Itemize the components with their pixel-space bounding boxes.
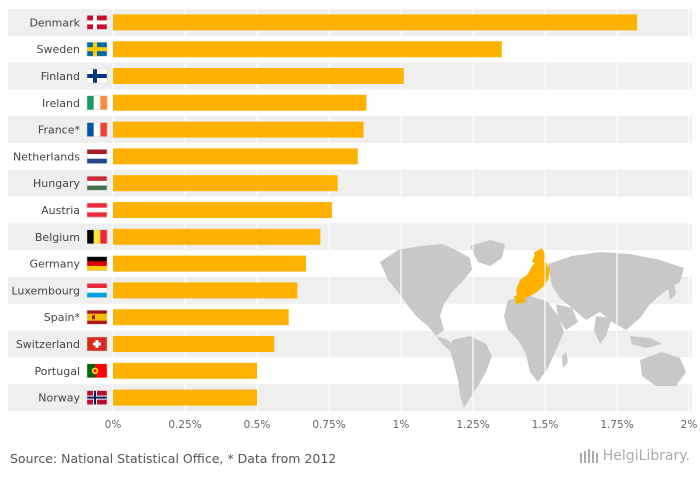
- map-scandinavia: [532, 248, 546, 266]
- bar-sweden: [113, 41, 502, 58]
- flag-hungary-icon: [86, 175, 108, 191]
- flag-ireland-icon: [86, 95, 108, 111]
- map-greenland: [470, 240, 505, 266]
- category-label: Finland: [41, 70, 80, 83]
- tick-labels: 0% 0.25% 0.5% 0.75% 1% 1.25% 1.5% 1.75% 2%: [105, 419, 698, 431]
- flag-spain-icon: [86, 309, 108, 325]
- x-tick-label: 1%: [393, 419, 410, 431]
- flag-sweden-icon: [86, 41, 108, 57]
- category-label: Spain*: [44, 311, 81, 324]
- x-tick-label: 2%: [681, 419, 698, 431]
- x-tick-label: 0.5%: [244, 419, 271, 431]
- map-australia: [640, 352, 686, 386]
- bar-germany: [113, 255, 306, 272]
- category-label: Austria: [41, 204, 80, 217]
- category-label: Norway: [38, 392, 80, 405]
- bar-portugal: [113, 362, 257, 379]
- x-tick-label: 1.5%: [532, 419, 559, 431]
- bar-finland: [113, 68, 404, 84]
- flag-netherlands-icon: [86, 149, 108, 164]
- x-tick-label: 0.25%: [168, 419, 201, 431]
- bar-norway: [113, 389, 257, 406]
- flag-norway-icon: [86, 390, 108, 405]
- flag-denmark-icon: [86, 15, 108, 30]
- category-labels: Denmark Sweden Finland Ireland France* Nether…: [11, 16, 80, 404]
- flags: [86, 15, 108, 405]
- bar-luxembourg: [113, 282, 298, 299]
- x-tick-label: 1.25%: [456, 419, 489, 431]
- bar-austria: [113, 202, 332, 218]
- category-label: Switzerland: [16, 338, 80, 351]
- map-south-america: [450, 336, 492, 408]
- flag-switzerland-icon: [86, 336, 108, 352]
- row-band: [8, 330, 692, 358]
- helgi-library-logo: HelgiLibrary.: [579, 448, 690, 464]
- x-tick-label: 0.75%: [312, 419, 345, 431]
- category-label: France*: [38, 124, 81, 137]
- category-label: Denmark: [29, 16, 80, 29]
- row-band: [8, 169, 692, 197]
- map-africa: [504, 296, 564, 382]
- flag-finland-icon: [86, 68, 108, 84]
- category-label: Portugal: [34, 365, 80, 378]
- bar-denmark: [113, 14, 638, 31]
- logo-text: HelgiLibrary.: [602, 448, 690, 464]
- library-icon: [579, 449, 598, 463]
- category-label: Sweden: [37, 43, 80, 56]
- bar-hungary: [113, 175, 338, 192]
- category-label: Hungary: [33, 177, 80, 190]
- category-label: Germany: [29, 258, 80, 271]
- bar-spain: [113, 309, 289, 326]
- category-label: Ireland: [42, 97, 80, 110]
- category-label: Luxembourg: [11, 284, 80, 297]
- map-madagascar: [562, 352, 568, 368]
- category-label: Netherlands: [13, 150, 80, 163]
- flag-portugal-icon: [86, 363, 108, 379]
- map-europe: [516, 260, 550, 300]
- row-band: [8, 384, 692, 411]
- row-band: [8, 223, 692, 251]
- source-note: Source: National Statistical Office, * D…: [10, 451, 337, 466]
- bar-belgium: [113, 228, 321, 245]
- map-north-america: [380, 244, 472, 336]
- map-iberia: [514, 294, 526, 304]
- bar-france: [113, 121, 364, 138]
- flag-germany-icon: [86, 256, 108, 271]
- bars: [113, 14, 638, 406]
- bar-ireland: [113, 94, 367, 111]
- x-tick-label: 0%: [105, 419, 122, 431]
- map-japan: [668, 282, 676, 300]
- category-label: Belgium: [35, 231, 80, 244]
- map-arabia: [556, 304, 578, 330]
- map-se-asia: [630, 336, 662, 348]
- bar-switzerland: [113, 336, 275, 352]
- map-india: [594, 316, 612, 344]
- map-asia: [548, 252, 684, 330]
- map-iceland: [534, 250, 541, 256]
- flag-france-icon: [86, 122, 108, 137]
- x-tick-label: 1.75%: [600, 419, 633, 431]
- flag-luxembourg-icon: [86, 283, 108, 298]
- flag-austria-icon: [86, 202, 108, 218]
- world-map: [380, 240, 686, 408]
- bar-netherlands: [113, 148, 358, 165]
- flag-belgium-icon: [86, 229, 108, 245]
